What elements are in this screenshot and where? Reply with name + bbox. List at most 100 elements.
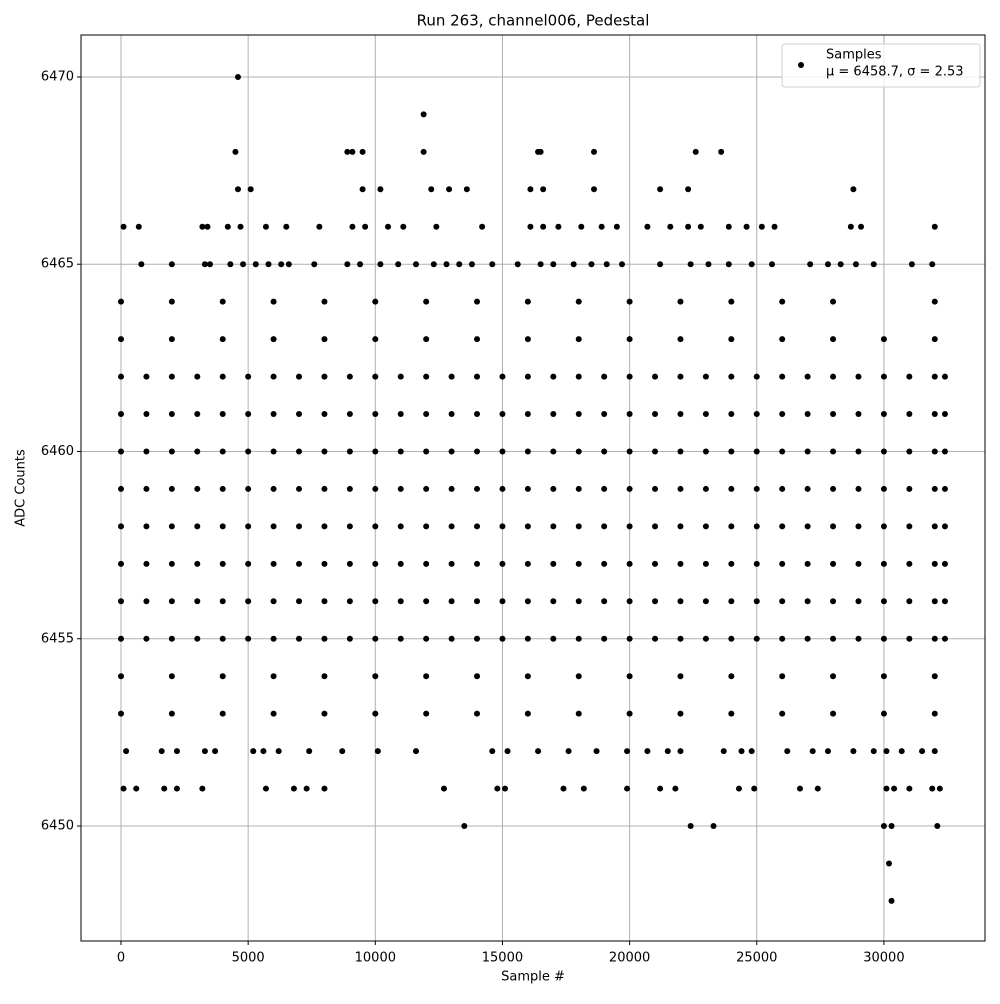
- point: [474, 523, 481, 530]
- point: [168, 673, 175, 680]
- point: [504, 748, 511, 755]
- point: [677, 298, 684, 305]
- point: [321, 448, 328, 455]
- point: [728, 673, 735, 680]
- point: [349, 223, 356, 230]
- point: [446, 186, 453, 193]
- point: [143, 448, 150, 455]
- point: [194, 485, 201, 492]
- point: [852, 261, 859, 268]
- point: [891, 785, 898, 792]
- point: [346, 411, 353, 418]
- point: [440, 785, 447, 792]
- point: [883, 785, 890, 792]
- point: [423, 560, 430, 567]
- point: [433, 223, 440, 230]
- point: [652, 411, 659, 418]
- point: [359, 148, 366, 155]
- point: [591, 148, 598, 155]
- point: [565, 748, 572, 755]
- point: [372, 710, 379, 717]
- point: [474, 635, 481, 642]
- point: [575, 336, 582, 343]
- point: [880, 523, 887, 530]
- point: [143, 598, 150, 605]
- point: [560, 785, 567, 792]
- point: [880, 336, 887, 343]
- point: [575, 523, 582, 530]
- point: [423, 448, 430, 455]
- point: [626, 336, 633, 343]
- point: [624, 785, 631, 792]
- point: [423, 485, 430, 492]
- point: [652, 448, 659, 455]
- point: [423, 523, 430, 530]
- point: [448, 485, 455, 492]
- point: [245, 635, 252, 642]
- point: [395, 261, 402, 268]
- point: [311, 261, 318, 268]
- point: [677, 598, 684, 605]
- point: [448, 523, 455, 530]
- point: [527, 186, 534, 193]
- point: [168, 598, 175, 605]
- point: [118, 710, 125, 717]
- point: [397, 448, 404, 455]
- point: [575, 560, 582, 567]
- point: [423, 710, 430, 717]
- point: [702, 373, 709, 380]
- point: [201, 261, 208, 268]
- point: [850, 748, 857, 755]
- point: [720, 748, 727, 755]
- point: [118, 598, 125, 605]
- point: [245, 373, 252, 380]
- point: [474, 598, 481, 605]
- point: [499, 523, 506, 530]
- point: [906, 448, 913, 455]
- point: [118, 523, 125, 530]
- point: [677, 560, 684, 567]
- point: [321, 785, 328, 792]
- point: [346, 635, 353, 642]
- axes-frame: [80, 34, 986, 942]
- point: [372, 598, 379, 605]
- point: [143, 523, 150, 530]
- point: [830, 411, 837, 418]
- point: [412, 748, 419, 755]
- point: [809, 748, 816, 755]
- point: [423, 298, 430, 305]
- point: [219, 598, 226, 605]
- point: [626, 560, 633, 567]
- point: [499, 411, 506, 418]
- point: [423, 373, 430, 380]
- point: [346, 560, 353, 567]
- point: [771, 223, 778, 230]
- point: [779, 485, 786, 492]
- point: [931, 223, 938, 230]
- point: [769, 261, 776, 268]
- point: [527, 223, 534, 230]
- point: [474, 448, 481, 455]
- point: [397, 635, 404, 642]
- point: [296, 598, 303, 605]
- point: [931, 336, 938, 343]
- point: [479, 223, 486, 230]
- point: [550, 523, 557, 530]
- point: [705, 261, 712, 268]
- point: [385, 223, 392, 230]
- point: [234, 186, 241, 193]
- point: [880, 448, 887, 455]
- point: [601, 411, 608, 418]
- point: [443, 261, 450, 268]
- point: [906, 635, 913, 642]
- point: [830, 448, 837, 455]
- point: [575, 298, 582, 305]
- point: [219, 673, 226, 680]
- point: [207, 261, 214, 268]
- y-axis-label: ADC Counts: [14, 449, 29, 527]
- point: [888, 823, 895, 830]
- point: [296, 411, 303, 418]
- point: [448, 411, 455, 418]
- point: [346, 373, 353, 380]
- point: [123, 748, 130, 755]
